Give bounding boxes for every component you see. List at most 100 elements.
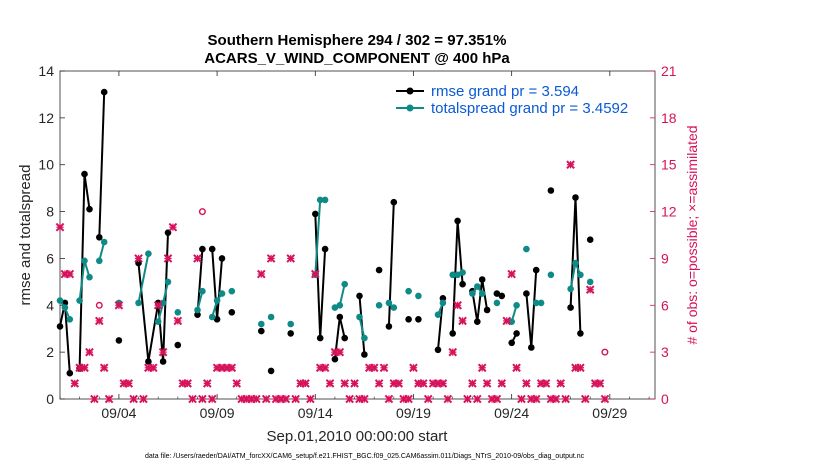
- chart-title-line-1: Southern Hemisphere 294 / 302 = 97.351%: [208, 32, 507, 49]
- obs-assimilated-marker: [114, 300, 124, 310]
- rmse-point: [86, 205, 93, 213]
- legend-rmse-label: rmse grand pr = 3.594: [431, 83, 579, 100]
- obs-assimilated-marker: [104, 394, 114, 404]
- totalspread-point: [164, 278, 172, 286]
- totalspread-point: [174, 309, 182, 316]
- rmse-point: [385, 323, 393, 330]
- rmse-point: [213, 316, 221, 323]
- rmse-point: [528, 344, 535, 351]
- rmse-point: [449, 330, 457, 337]
- obs-assimilated-marker: [600, 394, 610, 404]
- totalspread-point: [66, 316, 74, 323]
- obs-assimilated-marker: [232, 379, 242, 388]
- rmse-point: [361, 351, 368, 358]
- y-right-tick-label: 15: [661, 157, 677, 173]
- totalspread-point: [96, 257, 103, 265]
- rmse-point: [375, 266, 383, 274]
- totalspread-point: [56, 297, 64, 304]
- totalspread-point: [586, 278, 594, 286]
- obs-assimilated-marker: [551, 394, 561, 404]
- legend-spread-marker: [406, 104, 414, 112]
- rmse-point: [331, 355, 339, 363]
- rmse-point: [405, 316, 412, 323]
- plot-area: [59, 70, 656, 400]
- y-right-tick-label: 0: [661, 391, 669, 407]
- rmse-point: [199, 245, 206, 253]
- obs-assimilated-marker: [99, 363, 109, 373]
- obs-assimilated-marker: [458, 316, 467, 326]
- obs-assimilated-marker: [256, 269, 266, 279]
- obs-assimilated-marker: [158, 347, 168, 357]
- totalspread-point: [213, 297, 221, 304]
- obs-assimilated-marker: [134, 254, 143, 263]
- obs-assimilated-marker: [438, 379, 448, 388]
- totalspread-point: [145, 250, 152, 257]
- obs-assimilated-marker: [301, 379, 310, 388]
- rmse-point: [513, 330, 520, 337]
- totalspread-point: [547, 271, 555, 279]
- x-tick-label: 09/29: [592, 405, 627, 421]
- rmse-point: [218, 255, 226, 262]
- legend: rmse grand pr = 3.594 totalspread grand …: [396, 83, 628, 117]
- obs-assimilated-marker: [94, 316, 104, 326]
- totalspread-point: [532, 299, 540, 307]
- rmse-point: [96, 234, 103, 241]
- obs-assimilated-marker: [379, 363, 389, 373]
- totalspread-point: [493, 299, 501, 307]
- totalspread-point: [439, 299, 447, 307]
- y-right-tick-label: 3: [661, 344, 669, 360]
- rmse-point: [390, 198, 398, 206]
- totalspread-point: [194, 306, 201, 314]
- x-tick-label: 09/04: [101, 405, 136, 421]
- rmse-point: [312, 210, 319, 218]
- obs-assimilated-marker: [423, 394, 433, 404]
- obs-assimilated-marker: [477, 363, 487, 373]
- totalspread-point: [336, 302, 344, 309]
- obs-assimilated-marker: [168, 222, 178, 232]
- y-right-tick-label: 12: [661, 204, 677, 220]
- obs-assimilated-marker: [404, 394, 413, 404]
- rmse-point: [415, 316, 422, 323]
- obs-assimilated-marker: [227, 363, 237, 373]
- obs-assimilated-marker: [198, 394, 207, 404]
- rmse-point: [532, 266, 540, 274]
- obs-assimilated-marker: [202, 379, 212, 388]
- totalspread-point: [572, 259, 579, 267]
- x-tick-label: 09/19: [396, 405, 431, 421]
- obs-assimilated-marker: [595, 379, 605, 388]
- obs-assimilated-marker: [148, 363, 158, 373]
- rmse-point: [287, 330, 295, 337]
- obs-assimilated-marker: [139, 394, 148, 404]
- rmse-point: [459, 280, 466, 288]
- series-totalspread: [56, 196, 594, 342]
- rmse-point: [208, 245, 216, 253]
- y-tick-label: 0: [46, 391, 54, 407]
- obs-assimilated-marker: [507, 269, 516, 279]
- obs-assimilated-marker: [55, 222, 65, 232]
- rmse-point: [341, 334, 349, 342]
- obs-assimilated-marker: [281, 394, 291, 404]
- obs-assimilated-marker: [345, 394, 354, 404]
- rmse-point: [572, 194, 579, 201]
- rmse-point: [567, 304, 574, 311]
- obs-assimilated-marker: [492, 394, 502, 404]
- totalspread-point: [567, 285, 574, 293]
- totalspread-point: [513, 302, 520, 309]
- rmse-point: [356, 292, 363, 300]
- obs-assimilated-marker: [306, 394, 315, 404]
- rmse-point: [474, 318, 481, 326]
- x-tick-label: 09/14: [298, 405, 333, 421]
- totalspread-point: [405, 287, 412, 295]
- y-right-tick-label: 9: [661, 250, 669, 266]
- obs-possible-marker: [601, 348, 609, 356]
- totalspread-point: [361, 334, 368, 342]
- obs-assimilated-marker: [173, 316, 183, 326]
- totalspread-point: [61, 304, 69, 311]
- obs-assimilated-marker: [580, 394, 590, 404]
- y-right-tick-label: 6: [661, 297, 669, 313]
- obs-assimilated-marker: [85, 347, 94, 357]
- rmse-point: [493, 290, 501, 297]
- rmse-point: [523, 290, 530, 297]
- obs-assimilated-marker: [468, 379, 477, 388]
